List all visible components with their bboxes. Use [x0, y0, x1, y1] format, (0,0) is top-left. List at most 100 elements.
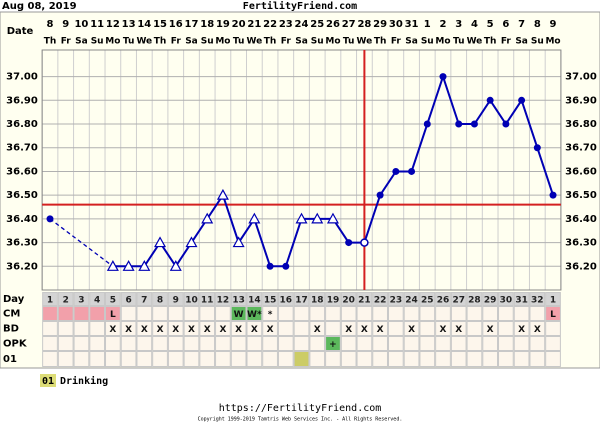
row-cell — [262, 351, 278, 367]
row-cell — [403, 351, 420, 367]
row-cell-text: 11 — [201, 296, 214, 306]
row-cell — [136, 292, 153, 306]
temp-marker — [455, 120, 463, 128]
temp-marker — [392, 167, 400, 175]
row-cell — [57, 351, 74, 367]
row-cell — [325, 336, 341, 351]
row-cell-text: 13 — [232, 296, 245, 306]
date-label: 26 — [326, 19, 340, 30]
row-cell — [529, 292, 546, 306]
plot-border — [41, 49, 562, 291]
date-label: 28 — [357, 19, 371, 30]
temp-marker — [533, 144, 541, 152]
row-cell — [152, 306, 168, 321]
legend-code: 01 — [42, 376, 54, 387]
row-cell-text: X — [267, 325, 274, 335]
row-cell — [215, 306, 231, 321]
row-cell-text: W — [234, 310, 244, 320]
temp-marker — [360, 238, 369, 247]
date-label: 27 — [342, 19, 356, 30]
row-cell — [230, 306, 247, 321]
row-cell-text: 18 — [311, 296, 324, 306]
y-tick-label-right: 36.90 — [565, 95, 597, 106]
date-label: 20 — [232, 19, 246, 30]
row-cell — [403, 321, 420, 336]
row-cell — [152, 351, 168, 367]
row-cell — [73, 292, 90, 306]
row-cell-text: 5 — [110, 296, 116, 306]
row-cell — [136, 351, 153, 367]
row-cell — [42, 292, 58, 306]
row-cell — [105, 292, 121, 306]
row-cell-text: X — [141, 325, 148, 335]
row-cell-text: 17 — [295, 296, 308, 306]
weekday-label: We — [136, 37, 152, 47]
date-label: 9 — [62, 19, 69, 30]
weekday-label: Tu — [233, 37, 245, 47]
row-cell — [387, 292, 404, 306]
row-cell — [293, 321, 310, 336]
row-cell — [183, 321, 200, 336]
row-cell — [498, 306, 514, 321]
row-cell — [152, 292, 168, 306]
row-cell — [183, 351, 200, 367]
row-cell-text: 23 — [390, 296, 403, 306]
date-label: 11 — [90, 19, 104, 30]
row-cell — [309, 306, 326, 321]
row-cell — [120, 351, 137, 367]
row-cell — [466, 321, 483, 336]
row-cell — [57, 292, 74, 306]
row-cell — [435, 292, 451, 306]
row-cell-text: 29 — [484, 296, 497, 306]
row-cell — [136, 321, 153, 336]
weekday-label: Su — [91, 37, 104, 47]
row-cell — [89, 292, 106, 306]
date-label: Date — [7, 26, 34, 37]
row-cell — [215, 292, 231, 306]
temp-marker — [326, 212, 339, 224]
row-cell-text: X — [235, 325, 242, 335]
row-cell-text: 28 — [468, 296, 481, 306]
date-label: 31 — [405, 19, 419, 30]
y-tick-label: 36.30 — [6, 238, 38, 249]
weekday-label: Th — [154, 37, 167, 47]
row-cell — [42, 336, 58, 351]
row-cell — [498, 292, 514, 306]
row-cell — [152, 321, 168, 336]
row-cell — [199, 351, 216, 367]
row-cell — [340, 306, 357, 321]
gap-line — [49, 218, 114, 267]
row-cell — [482, 292, 499, 306]
row-cell — [183, 336, 200, 351]
row-cell — [356, 292, 373, 306]
row-cell-text: 15 — [264, 296, 277, 306]
row-cell — [246, 292, 263, 306]
row-cell — [450, 351, 467, 367]
row-cell-text: 2 — [63, 296, 69, 306]
row-cell — [466, 292, 483, 306]
row-cell — [545, 351, 561, 367]
row-cell — [419, 336, 436, 351]
row-cell-text: X — [345, 325, 352, 335]
row-cell — [513, 292, 530, 306]
date-label: 29 — [373, 19, 387, 30]
row-cell-text: L — [110, 310, 116, 320]
row-cell — [356, 336, 373, 351]
row-cell-text: X — [172, 325, 179, 335]
row-cell — [545, 336, 561, 351]
weekday-label: Tu — [123, 37, 135, 47]
row-cell — [325, 321, 341, 336]
row-cell-text: X — [188, 325, 195, 335]
row-cell — [262, 292, 278, 306]
y-tick-label-right: 37.00 — [565, 72, 597, 83]
row-cell-text: X — [157, 325, 164, 335]
weekday-label: Mo — [215, 37, 230, 47]
row-cell — [277, 321, 294, 336]
row-cell-text: 8 — [157, 296, 163, 306]
date-label: 7 — [518, 19, 525, 30]
date-label: 18 — [200, 19, 214, 30]
row-cell — [435, 336, 451, 351]
row-cell — [356, 351, 373, 367]
temp-marker — [282, 262, 290, 270]
row-label: Day — [3, 294, 25, 305]
